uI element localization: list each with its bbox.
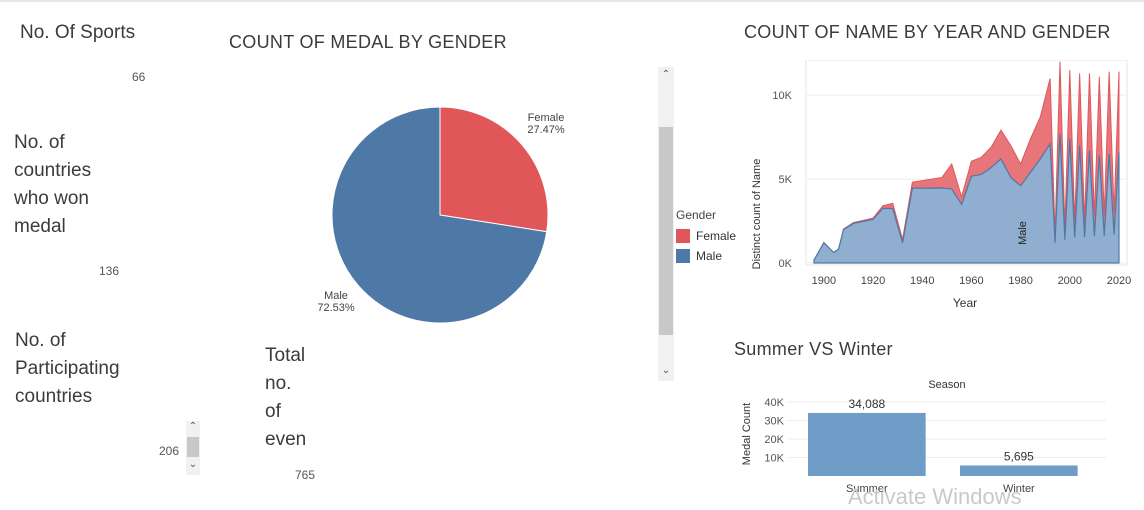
area-x-tick: 1900 (812, 275, 836, 287)
kpi-line: medal (14, 216, 66, 237)
kpi-line: No. of (14, 132, 65, 153)
area-x-tick: 1940 (910, 275, 934, 287)
kpi-line: countries (15, 386, 93, 407)
bar-value-label: 5,695 (1004, 449, 1034, 463)
kpi-events-title: Total no. of even (265, 342, 306, 454)
area-x-tick: 1980 (1008, 275, 1032, 287)
pie-chart (331, 106, 549, 324)
participating-scrollbar[interactable]: ⌃ ⌄ (186, 421, 200, 475)
scroll-down-icon[interactable]: ⌄ (188, 459, 198, 470)
bar-title: Summer VS Winter (734, 339, 893, 359)
bar-value-label: 34,088 (848, 397, 885, 411)
kpi-line: countries (14, 160, 92, 181)
area-x-tick: 2020 (1107, 275, 1131, 287)
scroll-up-icon[interactable]: ⌃ (661, 69, 671, 80)
pie-label-male: Male 72.53% (308, 290, 364, 314)
area-annotation-male: Male (1017, 221, 1029, 245)
legend-swatch-male (676, 249, 690, 263)
kpi-line: No. of (15, 330, 66, 351)
bar-y-tick: 20K (764, 434, 784, 446)
gender-legend: Gender Female Male (676, 208, 736, 266)
pie-label-percent: 72.53% (317, 302, 355, 314)
area-x-tick: 1960 (959, 275, 983, 287)
pie-slice-female[interactable] (439, 106, 549, 233)
area-y-ticks: 0K 5K 10K (772, 90, 792, 270)
scroll-thumb[interactable] (187, 437, 199, 457)
pie-slice-male[interactable] (331, 106, 548, 324)
pie-label-percent: 27.47% (527, 124, 565, 136)
scroll-up-icon[interactable]: ⌃ (188, 421, 198, 432)
legend-item-female[interactable]: Female (676, 226, 736, 246)
bar-chart: Season Medal Count 10K 20K 30K 40K 34,088 Su… (741, 379, 1106, 495)
bar-y-ticks: 10K 20K 30K 40K (764, 397, 784, 465)
area-y-tick: 0K (779, 258, 793, 270)
bar-winter[interactable] (960, 465, 1078, 476)
area-title: COUNT OF NAME BY YEAR AND GENDER (744, 22, 1111, 42)
legend-item-male[interactable]: Male (676, 246, 736, 266)
pie-scrollbar[interactable]: ⌃ ⌄ (658, 67, 674, 381)
pie-label-female: Female 27.47% (518, 112, 574, 136)
kpi-line: no. (265, 373, 292, 394)
bar-y-label: Medal Count (741, 403, 753, 465)
kpi-line: Total (265, 345, 306, 366)
area-y-tick: 5K (779, 174, 793, 186)
kpi-sports-title: No. Of Sports (20, 22, 136, 43)
legend-title: Gender (676, 208, 717, 222)
pie-title: COUNT OF MEDAL BY GENDER (229, 32, 507, 52)
kpi-line: even (265, 429, 307, 450)
area-y-tick: 10K (772, 90, 792, 102)
watermark: Activate Windows (848, 484, 1022, 509)
bar-y-tick: 10K (764, 453, 784, 465)
area-series-male[interactable] (813, 133, 1120, 264)
legend-label: Female (696, 229, 737, 243)
kpi-participating-value: 206 (159, 444, 180, 458)
area-x-ticks: 1900 1920 1940 1960 1980 2000 2020 (812, 275, 1132, 287)
area-y-label: Distinct count of Name (751, 159, 763, 270)
kpi-events-value: 765 (295, 468, 316, 482)
legend-swatch-female (676, 229, 690, 243)
scroll-down-icon[interactable]: ⌄ (661, 365, 671, 376)
area-x-label: Year (953, 296, 977, 310)
legend-label: Male (696, 249, 723, 263)
kpi-sports-value: 66 (132, 70, 146, 84)
area-chart: 0K 5K 10K 1900 1920 1940 1960 1980 2000 2020 Dis… (751, 60, 1132, 310)
kpi-participating-title: No. of Participating countries (15, 327, 120, 411)
kpi-line: who won (14, 188, 89, 209)
bar-y-tick: 30K (764, 416, 784, 428)
area-x-tick: 1920 (861, 275, 885, 287)
top-border (0, 0, 1144, 2)
pie-label-name: Male (324, 290, 348, 302)
kpi-countries-won-title: No. of countries who won medal (14, 129, 91, 241)
bar-category-label: Winter (1003, 483, 1035, 495)
area-x-tick: 2000 (1058, 275, 1082, 287)
bar-category-label: Summer (846, 483, 888, 495)
pie-label-name: Female (527, 112, 565, 124)
bar-header: Season (928, 379, 965, 391)
bar-marks: 34,088 Summer 5,695 Winter (808, 397, 1078, 495)
scroll-thumb[interactable] (659, 127, 673, 335)
kpi-line: Participating (15, 358, 120, 379)
bar-y-tick: 40K (764, 397, 784, 409)
kpi-countries-won-value: 136 (99, 264, 120, 278)
bar-summer[interactable] (808, 412, 926, 476)
kpi-line: of (265, 401, 281, 422)
